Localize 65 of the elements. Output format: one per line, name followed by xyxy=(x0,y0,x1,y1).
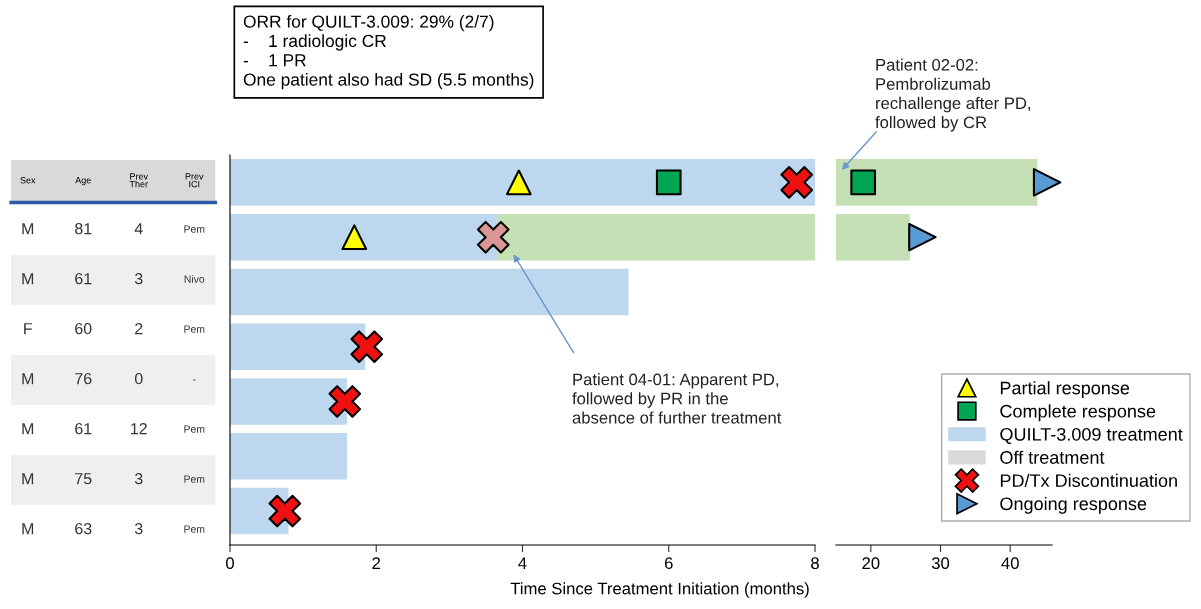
text: Pem xyxy=(184,325,205,333)
legend-label: Complete response xyxy=(1000,404,1156,422)
text: 76 xyxy=(75,372,92,385)
text: 60 xyxy=(75,322,92,335)
point xyxy=(268,494,302,528)
text: M xyxy=(22,373,34,385)
text: 81 xyxy=(75,222,92,235)
point xyxy=(476,220,510,254)
bar xyxy=(230,378,347,425)
text: M xyxy=(22,423,34,435)
legend-label: QUILT-3.009 treatment xyxy=(1000,427,1183,444)
legend-label: Partial response xyxy=(1000,381,1130,398)
text: Pem xyxy=(184,225,205,233)
text: 2 xyxy=(135,322,143,335)
text: 12 xyxy=(131,422,147,435)
text: Pem xyxy=(184,475,205,483)
text: M xyxy=(22,523,34,535)
point xyxy=(341,224,368,251)
text: 4 xyxy=(134,223,143,235)
text: 3 xyxy=(134,472,143,485)
point xyxy=(328,385,362,418)
text: 63 xyxy=(75,522,92,535)
bar xyxy=(496,213,815,261)
x-tick-label: 40 xyxy=(1001,557,1019,570)
category-label: Sex xyxy=(20,177,36,184)
point xyxy=(350,330,384,364)
text: 75 xyxy=(75,473,92,485)
x-tick-label: 2 xyxy=(372,557,381,569)
text: M xyxy=(22,223,34,235)
text: Nivo xyxy=(184,275,205,283)
bar xyxy=(230,159,815,206)
bar xyxy=(230,432,347,480)
text: Pem xyxy=(184,425,205,433)
bar xyxy=(230,268,629,316)
text: 0 xyxy=(134,372,143,385)
text: 3 xyxy=(134,272,143,285)
annotation: Patient 04-01: Apparent PD, followed by PR in the absence of further treatment xyxy=(572,373,782,424)
text: M xyxy=(22,473,34,485)
bar xyxy=(230,213,497,261)
text: Patient 02-02: Pembrolizumab rechallenge after PD, followed by CR xyxy=(875,58,1031,132)
text: 3 xyxy=(134,522,143,535)
legend-label: PD/Tx Discontinuation xyxy=(1000,473,1177,488)
x-axis-title: Time Since Treatment Initiation (months) xyxy=(510,582,809,598)
category-label: Prev ICI xyxy=(185,173,204,188)
category-label: Prev Ther xyxy=(129,173,148,188)
bar xyxy=(230,323,366,370)
x-tick-label: 4 xyxy=(518,557,527,569)
legend-label: Ongoing response xyxy=(1000,496,1147,514)
point xyxy=(655,169,682,196)
legend-label: Off treatment xyxy=(1000,450,1105,464)
text: - xyxy=(192,379,196,381)
text: 61 xyxy=(75,422,92,435)
category-label: Age xyxy=(75,177,91,186)
text: ORR for QUILT-3.009: 29% (2/7) - 1 radiologic CR - 1 PR One patient also had SD (5.5 months) xyxy=(243,15,534,90)
text: F xyxy=(24,323,32,335)
point xyxy=(506,169,532,196)
x-tick-label: 6 xyxy=(664,557,673,570)
text: M xyxy=(22,273,34,285)
x-tick-label: 0 xyxy=(226,557,234,570)
text: 61 xyxy=(75,272,92,285)
text: Pem xyxy=(184,525,205,533)
point xyxy=(780,166,814,199)
x-tick-label: 20 xyxy=(862,557,880,570)
x-tick-label: 8 xyxy=(811,557,819,570)
x-tick-label: 30 xyxy=(931,557,950,570)
